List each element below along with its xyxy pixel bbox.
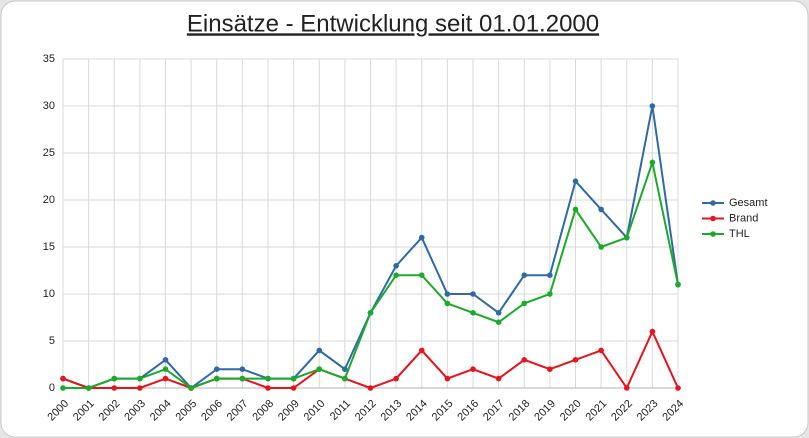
legend-marker <box>710 215 716 222</box>
point <box>316 347 323 354</box>
point <box>342 366 348 373</box>
point <box>649 159 656 166</box>
point <box>239 375 246 382</box>
point <box>60 375 66 382</box>
point <box>393 375 399 382</box>
point <box>290 375 297 382</box>
point <box>444 291 451 297</box>
point <box>623 385 630 391</box>
point <box>521 272 528 279</box>
point <box>393 272 399 279</box>
point <box>444 375 451 382</box>
point <box>598 244 604 250</box>
point <box>572 357 579 363</box>
y-tick-label: 20 <box>43 194 55 206</box>
y-tick-label: 0 <box>49 382 55 394</box>
point <box>547 366 553 373</box>
point <box>265 385 271 391</box>
point <box>162 357 169 363</box>
point <box>213 375 220 382</box>
point <box>418 347 425 354</box>
point <box>60 385 66 391</box>
legend-label: THL <box>729 228 750 240</box>
legend-marker <box>710 231 716 237</box>
point <box>470 291 476 297</box>
point <box>162 366 169 373</box>
point <box>470 366 476 373</box>
point <box>162 375 169 382</box>
point <box>547 272 553 279</box>
point <box>521 357 528 363</box>
point <box>675 385 681 391</box>
y-tick-label: 25 <box>43 147 55 159</box>
point <box>495 319 502 326</box>
point <box>470 310 476 316</box>
point <box>598 206 604 213</box>
point <box>495 375 502 382</box>
point <box>342 375 348 382</box>
point <box>547 291 553 297</box>
point <box>85 385 92 391</box>
point <box>290 385 297 391</box>
point <box>316 366 323 373</box>
point <box>265 375 271 382</box>
y-tick-label: 35 <box>43 53 55 65</box>
point <box>111 385 118 391</box>
point <box>418 272 425 279</box>
point <box>521 300 528 307</box>
chart-title: Einsätze - Entwicklung seit 01.01.2000 <box>187 10 599 37</box>
point <box>572 206 579 213</box>
point <box>444 300 451 307</box>
point <box>111 375 118 382</box>
point <box>367 310 374 316</box>
point <box>572 178 579 184</box>
point <box>495 310 502 316</box>
y-tick-label: 30 <box>43 100 55 112</box>
legend-label: Gesamt <box>729 197 768 209</box>
legend-label: Brand <box>729 212 758 224</box>
y-tick-label: 15 <box>43 241 55 253</box>
point <box>649 328 656 335</box>
legend-marker <box>710 200 716 206</box>
point <box>418 234 425 241</box>
point <box>137 375 143 382</box>
point <box>137 385 143 391</box>
point <box>675 281 681 288</box>
point <box>649 103 656 109</box>
point <box>188 385 194 391</box>
point <box>239 366 246 373</box>
y-tick-label: 5 <box>49 335 55 347</box>
point <box>623 234 630 241</box>
point <box>393 263 399 269</box>
point <box>213 366 220 373</box>
point <box>367 385 374 391</box>
y-tick-label: 10 <box>43 288 55 300</box>
point <box>598 347 604 354</box>
